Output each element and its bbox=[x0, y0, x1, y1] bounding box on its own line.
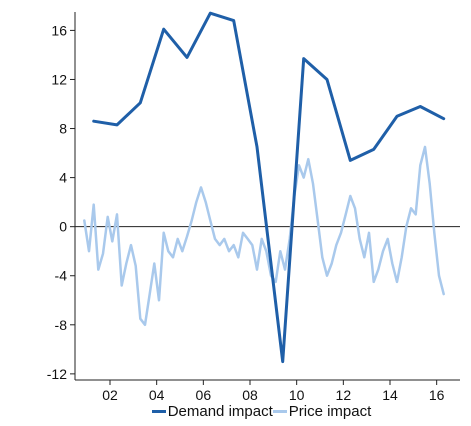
x-axis-ticks: 02 04 06 08 10 12 14 16 bbox=[102, 380, 445, 400]
series-line-price-impact bbox=[83, 145, 445, 327]
y-tick-label: -12 bbox=[47, 366, 67, 382]
x-tick-label: 08 bbox=[242, 387, 258, 400]
legend-label-demand-impact: Demand impact bbox=[167, 402, 273, 420]
x-tick-label: 12 bbox=[336, 387, 352, 400]
y-tick-label: 16 bbox=[51, 22, 67, 38]
legend-item-price-impact: Price impact bbox=[272, 402, 372, 420]
series-layer bbox=[83, 11, 446, 364]
x-tick-label: 06 bbox=[196, 387, 212, 400]
y-tick-label: -4 bbox=[55, 268, 68, 284]
x-tick-label: 16 bbox=[429, 387, 445, 400]
y-axis-ticks: -12 -8 -4 0 4 8 12 16 bbox=[47, 22, 75, 382]
legend: Demand impact Price impact bbox=[26, 400, 471, 422]
x-tick-label: 10 bbox=[289, 387, 305, 400]
axes bbox=[74, 12, 460, 381]
legend-label-price-impact: Price impact bbox=[288, 402, 372, 420]
y-tick-label: 0 bbox=[59, 219, 67, 235]
y-tick-label: 4 bbox=[59, 170, 67, 186]
x-tick-label: 14 bbox=[382, 387, 398, 400]
legend-item-demand-impact: Demand impact bbox=[151, 402, 273, 420]
y-tick-label: -8 bbox=[55, 317, 68, 333]
y-tick-label: 8 bbox=[59, 121, 67, 137]
legend-swatch-price-impact bbox=[272, 409, 287, 413]
series-line-demand-impact bbox=[92, 11, 446, 364]
x-tick-label: 02 bbox=[102, 387, 118, 400]
legend-swatch-demand-impact bbox=[151, 409, 166, 413]
y-tick-label: 12 bbox=[51, 71, 67, 87]
x-tick-label: 04 bbox=[149, 387, 165, 400]
